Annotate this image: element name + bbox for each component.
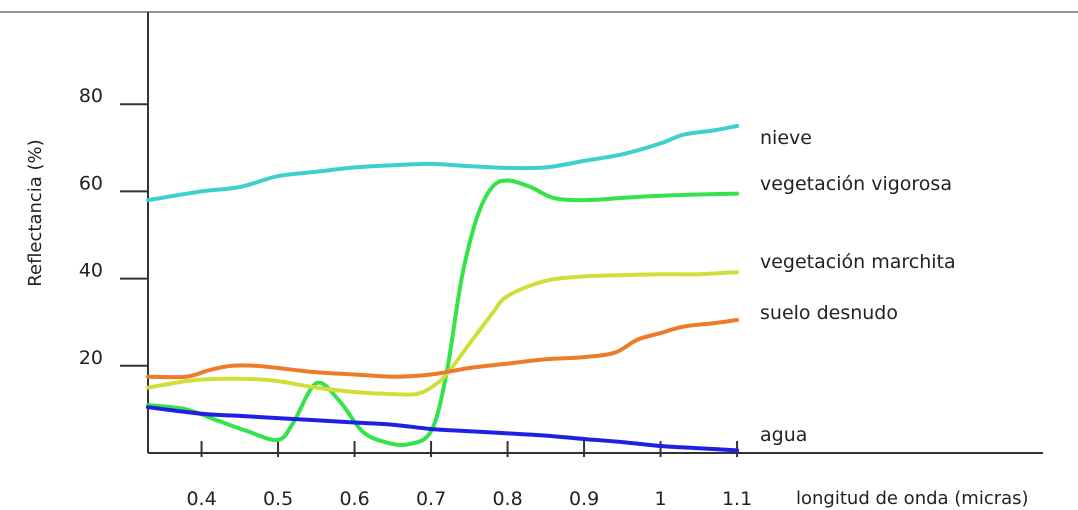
x-tick-label: 0.5: [263, 488, 293, 510]
y-tick-label: 20: [79, 347, 103, 369]
y-tick-label: 60: [79, 172, 103, 194]
series-label-vegetacion-vigorosa: vegetación vigorosa: [760, 173, 952, 195]
y-axis-title: Reflectancia (%): [25, 139, 46, 286]
x-tick-label: 0.4: [186, 488, 216, 510]
series-label-suelo-desnudo: suelo desnudo: [760, 302, 898, 324]
series-layer: [146, 124, 740, 453]
y-tick-label: 80: [79, 85, 103, 107]
series-line-suelo-desnudo: [146, 318, 740, 380]
series-line-nieve: [146, 124, 740, 203]
series-label-nieve: nieve: [760, 127, 812, 149]
series-label-agua: agua: [760, 424, 807, 446]
x-tick-label: 0.6: [339, 488, 369, 510]
x-tick-label: 1: [655, 488, 667, 510]
x-tick-label: 1.1: [722, 488, 752, 510]
ticks: 0.4 0.5 0.6 0.7 0.8 0.9 1 1.1 20 40 60 80: [79, 85, 752, 510]
x-tick-label: 0.9: [569, 488, 599, 510]
x-tick-label: 0.7: [416, 488, 446, 510]
labels: Reflectancia (%) longitud de onda (micra…: [25, 127, 1029, 509]
series-line-vegetacion-marchita: [146, 270, 740, 397]
axes: [147, 12, 1043, 454]
series-line-vegetacion-vigorosa: [146, 178, 740, 448]
series-label-vegetacion-marchita: vegetación marchita: [760, 251, 956, 273]
y-tick-label: 40: [79, 260, 103, 282]
x-axis-title: longitud de onda (micras): [796, 488, 1029, 509]
series-line-agua: [146, 405, 740, 453]
x-tick-label: 0.8: [492, 488, 522, 510]
